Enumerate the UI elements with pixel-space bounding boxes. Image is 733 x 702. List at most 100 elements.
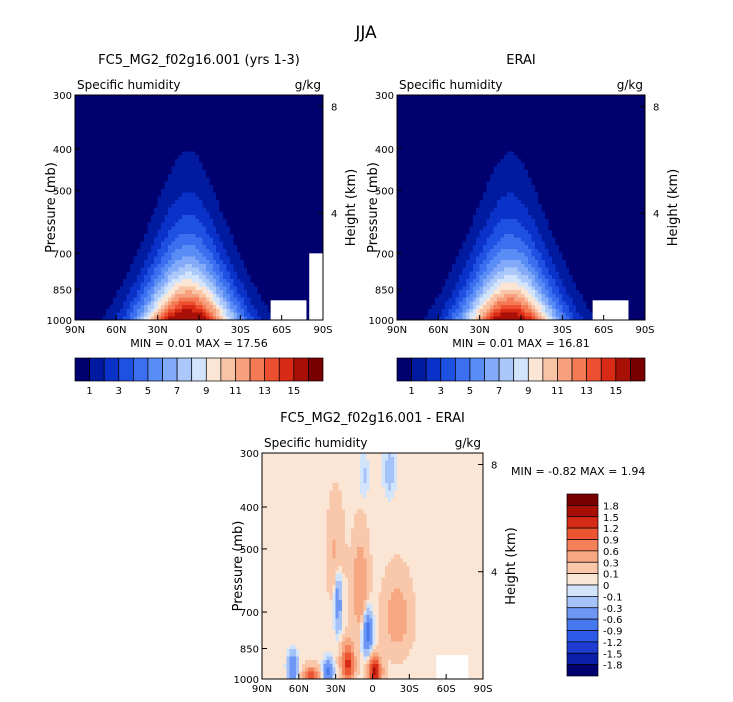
field-cell xyxy=(226,203,231,209)
field-cell xyxy=(112,308,117,314)
field-cell xyxy=(147,256,152,261)
field-cell xyxy=(88,151,93,156)
field-cell xyxy=(216,95,221,100)
field-cell xyxy=(171,275,176,280)
field-cell xyxy=(185,106,190,111)
field-cell xyxy=(209,237,214,242)
field-cell xyxy=(150,275,155,280)
field-cell xyxy=(610,121,615,126)
field-cell xyxy=(181,132,186,137)
field-cell xyxy=(92,136,97,141)
field-cell xyxy=(199,237,204,242)
field-cell xyxy=(116,245,121,250)
field-cell xyxy=(112,271,117,276)
field-cell xyxy=(99,275,104,280)
field-cell xyxy=(309,170,314,175)
field-cell xyxy=(143,128,148,134)
field-cell xyxy=(150,286,155,291)
field-cell xyxy=(88,113,93,119)
field-cell xyxy=(78,305,83,310)
field-cell xyxy=(143,113,148,119)
field-cell xyxy=(288,181,293,186)
field-cell xyxy=(285,222,290,227)
field-cell xyxy=(147,260,152,265)
field-cell xyxy=(116,278,121,284)
field-cell xyxy=(309,162,314,167)
field-cell xyxy=(102,162,107,167)
field-cell xyxy=(216,241,221,246)
field-cell xyxy=(431,110,436,115)
field-cell xyxy=(403,113,408,119)
field-cell xyxy=(154,147,159,152)
field-cell xyxy=(278,128,283,134)
field-cell xyxy=(271,230,276,235)
field-cell xyxy=(157,293,162,299)
field-cell xyxy=(147,222,152,227)
field-cell xyxy=(305,305,310,310)
field-cell xyxy=(78,282,83,287)
field-cell xyxy=(285,192,290,197)
field-cell xyxy=(607,121,612,126)
field-cell xyxy=(161,252,166,257)
field-cell xyxy=(78,271,83,276)
field-cell xyxy=(565,95,570,100)
field-cell xyxy=(614,113,619,119)
field-cell xyxy=(75,316,80,321)
field-cell xyxy=(309,248,314,254)
field-cell xyxy=(236,106,241,111)
field-cell xyxy=(205,252,210,257)
field-cell xyxy=(552,102,557,107)
field-cell xyxy=(181,286,186,291)
field-cell xyxy=(312,95,317,100)
field-cell xyxy=(140,256,145,261)
field-cell xyxy=(157,267,162,272)
field-cell xyxy=(400,113,405,119)
field-cell xyxy=(216,267,221,272)
field-cell xyxy=(216,121,221,126)
field-cell xyxy=(147,267,152,272)
field-cell xyxy=(226,211,231,216)
field-cell xyxy=(400,125,405,130)
field-cell xyxy=(85,248,90,254)
field-cell xyxy=(216,162,221,167)
field-cell xyxy=(137,162,142,167)
field-cell xyxy=(126,305,131,310)
field-cell xyxy=(119,286,124,291)
panel-units: g/kg xyxy=(617,78,643,92)
field-cell xyxy=(247,241,252,246)
field-cell xyxy=(88,226,93,231)
field-cell xyxy=(233,230,238,235)
field-cell xyxy=(305,282,310,287)
field-cell xyxy=(223,248,228,254)
field-cell xyxy=(161,121,166,126)
field-cell xyxy=(123,106,128,111)
field-cell xyxy=(81,293,86,299)
field-cell xyxy=(627,102,632,107)
field-cell xyxy=(106,95,111,100)
field-cell xyxy=(102,173,107,179)
field-cell xyxy=(171,301,176,306)
field-cell xyxy=(264,278,269,284)
field-cell xyxy=(233,162,238,167)
field-cell xyxy=(462,125,467,130)
field-cell xyxy=(261,117,266,122)
field-cell xyxy=(188,278,193,284)
field-cell xyxy=(157,256,162,261)
field-cell xyxy=(102,215,107,220)
field-cell xyxy=(445,110,450,115)
field-cell xyxy=(319,128,324,134)
field-cell xyxy=(548,102,553,107)
field-cell xyxy=(116,125,121,130)
field-cell xyxy=(195,162,200,167)
field-cell xyxy=(195,260,200,265)
field-cell xyxy=(288,263,293,269)
field-cell xyxy=(164,260,169,265)
field-cell xyxy=(95,278,100,284)
field-cell xyxy=(202,278,207,284)
field-cell xyxy=(106,297,111,302)
field-cell xyxy=(302,173,307,179)
field-cell xyxy=(397,121,402,126)
field-cell xyxy=(288,102,293,107)
field-cell xyxy=(624,98,629,104)
field-cell xyxy=(178,241,183,246)
